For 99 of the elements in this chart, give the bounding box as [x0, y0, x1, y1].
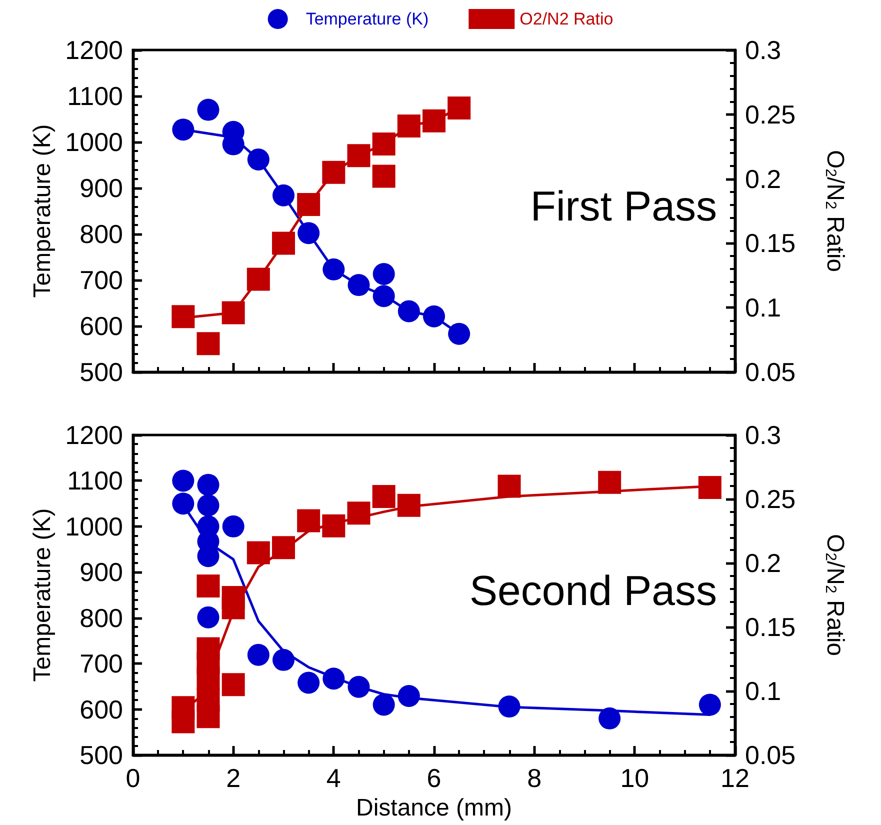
point — [347, 502, 370, 525]
point — [322, 668, 345, 690]
y2-tick-label: 0.1 — [745, 676, 782, 706]
y2-axis-title: O2/N2 Ratio — [822, 150, 848, 272]
point — [246, 268, 270, 291]
y-axis-title: Temperature (K) — [28, 124, 56, 298]
point — [347, 144, 370, 168]
y2-axis-title: O2/N2 Ratio — [822, 534, 848, 656]
point — [372, 132, 396, 156]
y-tick-label: 1000 — [65, 511, 123, 542]
x-tick-label: 6 — [426, 763, 442, 793]
y-tick-label: 1200 — [65, 420, 123, 450]
point — [247, 644, 270, 666]
point — [197, 98, 220, 121]
point — [196, 332, 220, 356]
y-tick-label: 600 — [80, 311, 123, 341]
point — [272, 184, 294, 206]
y2-tick-label: 0.2 — [745, 164, 782, 194]
point — [598, 470, 622, 494]
point — [172, 710, 195, 734]
point — [372, 694, 395, 716]
point — [372, 164, 396, 188]
y-tick-label: 500 — [80, 357, 123, 387]
y2-tick-label: 0.25 — [745, 484, 796, 514]
annotation: First Pass — [530, 182, 718, 230]
point — [172, 470, 194, 492]
point — [372, 285, 395, 308]
point — [322, 258, 345, 280]
y-tick-label: 600 — [80, 694, 123, 724]
point — [322, 514, 346, 538]
point — [172, 492, 194, 515]
y-tick-label: 700 — [80, 265, 123, 295]
point — [397, 114, 420, 138]
x-axis-title: Distance (mm) — [356, 794, 512, 822]
point — [322, 160, 346, 184]
point — [448, 322, 470, 345]
point — [498, 696, 520, 718]
y2-tick-label: 0.15 — [745, 228, 796, 258]
y2-tick-label: 0.05 — [745, 357, 796, 387]
y2-tick-label: 0.2 — [745, 548, 782, 578]
point — [272, 232, 295, 255]
point — [298, 672, 320, 694]
x-tick-label: 2 — [226, 763, 241, 793]
point — [196, 666, 220, 690]
y-tick-label: 1200 — [65, 35, 123, 65]
y2-tick-label: 0.25 — [745, 99, 796, 130]
point — [423, 305, 445, 328]
point — [398, 685, 420, 708]
point — [272, 648, 294, 671]
point — [247, 148, 270, 170]
point — [498, 474, 521, 498]
y-tick-label: 900 — [80, 557, 123, 588]
y2-tick-label: 0.3 — [745, 35, 782, 65]
y-tick-label: 1100 — [67, 81, 123, 111]
point — [372, 484, 396, 508]
point — [172, 305, 195, 328]
point — [172, 118, 194, 141]
point — [398, 300, 420, 322]
annotation: Second Pass — [470, 566, 718, 614]
x-tick-label: 4 — [326, 763, 341, 793]
point — [222, 301, 245, 324]
y-tick-label: 500 — [80, 740, 123, 770]
y-tick-label: 1100 — [67, 466, 123, 496]
legend-label: Temperature (K) — [306, 10, 429, 28]
y-tick-label: 800 — [80, 219, 123, 249]
point — [372, 263, 395, 286]
point — [348, 676, 370, 698]
point — [297, 509, 320, 532]
y-tick-label: 700 — [80, 648, 123, 679]
y2-tick-label: 0.1 — [745, 292, 782, 323]
point — [698, 476, 722, 499]
y2-tick-label: 0.15 — [745, 612, 796, 642]
point — [448, 96, 471, 120]
point — [196, 574, 220, 598]
point — [397, 494, 420, 517]
legend-label: O2/N2 Ratio — [520, 10, 614, 28]
point — [196, 705, 220, 728]
x-tick-label: 0 — [126, 763, 140, 793]
point — [348, 274, 370, 296]
point — [222, 515, 244, 538]
point — [246, 541, 270, 564]
x-tick-label: 8 — [527, 763, 542, 793]
point — [222, 586, 245, 610]
x-tick-label: 10 — [620, 763, 650, 793]
point — [272, 536, 295, 560]
point — [197, 474, 220, 496]
y-axis-title: Temperature (K) — [28, 508, 56, 682]
point — [197, 606, 220, 628]
point — [598, 707, 621, 730]
y2-tick-label: 0.3 — [745, 420, 782, 450]
point — [197, 494, 220, 516]
y-tick-label: 1000 — [65, 127, 123, 157]
point — [297, 193, 320, 216]
point — [222, 673, 245, 696]
y-tick-label: 800 — [80, 602, 123, 633]
point — [422, 109, 446, 132]
point — [698, 694, 721, 716]
point — [298, 222, 320, 244]
y-tick-label: 900 — [80, 173, 123, 203]
